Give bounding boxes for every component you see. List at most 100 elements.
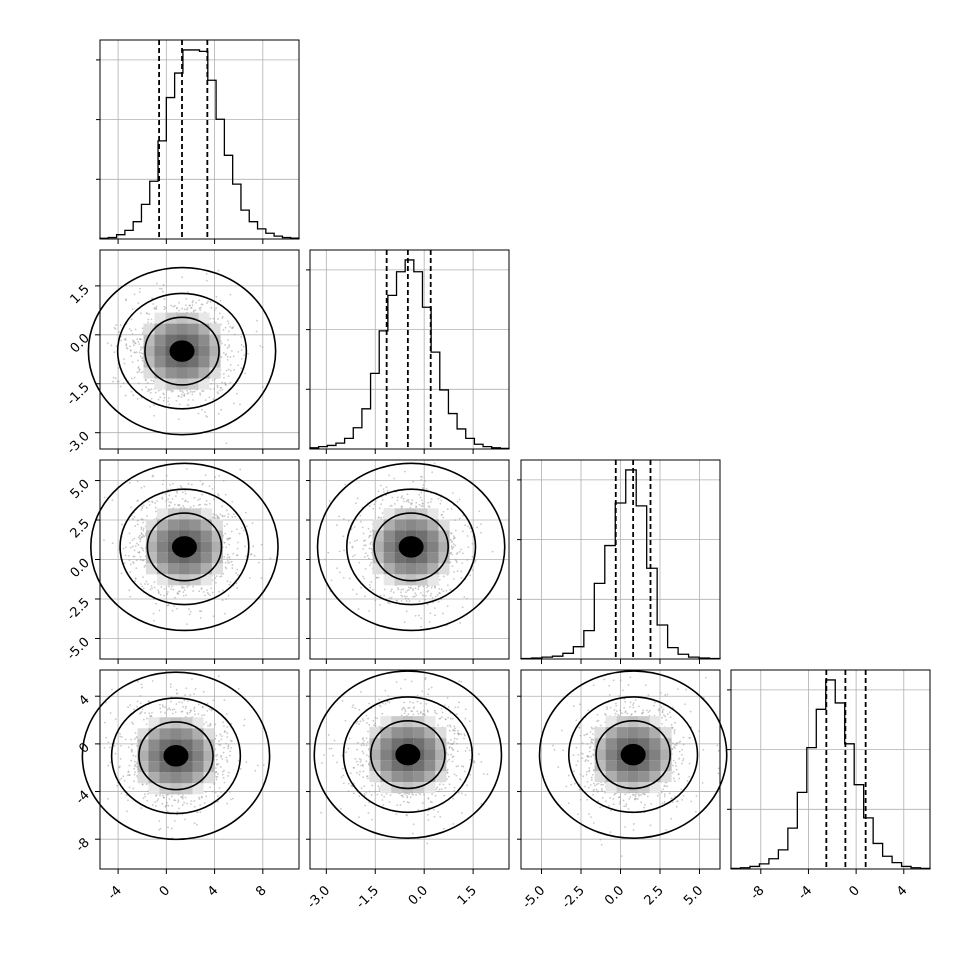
scatter-point (431, 597, 434, 599)
scatter-point (119, 385, 122, 388)
scatter-point (365, 760, 368, 763)
y-tick-label: 1.5 (68, 282, 93, 307)
scatter-point (172, 588, 175, 591)
scatter-point (216, 384, 219, 387)
scatter-point (131, 539, 134, 542)
scatter-point (147, 321, 149, 324)
scatter-point (342, 576, 345, 579)
scatter-point (382, 488, 385, 491)
scatter-point (108, 746, 111, 749)
density-cell (145, 519, 157, 531)
scatter-point (193, 707, 195, 710)
scatter-point (418, 600, 421, 603)
scatter-point (423, 714, 426, 716)
y-tick-label: 5.0 (68, 477, 93, 502)
scatter-point (438, 592, 440, 595)
scatter-point (216, 795, 219, 798)
scatter-point (214, 577, 217, 580)
scatter-point (467, 546, 470, 549)
scatter-point (150, 379, 153, 382)
scatter-point (171, 390, 173, 393)
scatter-point (181, 491, 184, 494)
scatter-point (433, 607, 436, 610)
scatter-point (134, 577, 137, 580)
scatter-point (450, 747, 453, 749)
scatter-point (245, 525, 248, 528)
scatter-point (449, 588, 451, 591)
scatter-point (187, 482, 190, 485)
scatter-point (430, 686, 433, 689)
scatter-point (171, 482, 174, 485)
density-cell (148, 739, 160, 751)
scatter-point (155, 305, 158, 308)
scatter-point (229, 537, 231, 540)
scatter-point (215, 770, 218, 773)
scatter-point (173, 605, 176, 608)
density-cell (148, 761, 160, 773)
scatter-point (408, 600, 411, 602)
scatter-point (181, 710, 184, 713)
scatter-point (176, 591, 179, 594)
scatter-point (229, 364, 232, 366)
scatter-point (168, 504, 171, 507)
scatter-point (134, 755, 137, 758)
scatter-point (143, 793, 146, 796)
scatter-point (378, 698, 381, 701)
scatter-point (420, 491, 423, 494)
density-cell (394, 519, 406, 531)
scatter-point (190, 483, 193, 486)
scatter-point (165, 474, 168, 477)
scatter-point (170, 389, 172, 392)
scatter-point (410, 503, 413, 506)
density-cell (145, 563, 157, 575)
scatter-point (183, 394, 186, 397)
scatter-point (185, 687, 188, 690)
density-cell (192, 772, 204, 784)
scatter-point (362, 742, 364, 745)
scatter-point (370, 541, 372, 544)
scatter-point (125, 546, 127, 549)
scatter-point (219, 766, 222, 768)
scatter-point (174, 711, 177, 714)
scatter-point (164, 706, 167, 709)
scatter-point (380, 516, 383, 519)
scatter-point (458, 498, 461, 501)
scatter-point (142, 797, 145, 800)
scatter-point (461, 552, 464, 555)
scatter-point (146, 799, 149, 802)
scatter-point (141, 585, 144, 588)
scatter-point (135, 567, 138, 570)
scatter-point (182, 706, 185, 708)
scatter-point (183, 586, 185, 589)
scatter-point (215, 307, 218, 309)
scatter-point (186, 802, 189, 805)
scatter-point (144, 712, 146, 714)
scatter-point (150, 318, 153, 321)
scatter-point (130, 738, 132, 741)
scatter-point (163, 588, 166, 590)
density-cell (192, 750, 204, 762)
scatter-point (115, 324, 118, 326)
scatter-point (385, 792, 388, 795)
scatter-point (461, 606, 464, 609)
scatter-point (138, 551, 141, 554)
contour-level-3 (163, 745, 189, 767)
scatter-point (231, 500, 234, 503)
scatter-point (360, 690, 362, 693)
scatter-point (223, 699, 226, 702)
scatter-point (220, 575, 223, 578)
scatter-point (107, 797, 109, 800)
scatter-point (379, 484, 382, 487)
scatter-point (407, 586, 410, 589)
scatter-point (327, 734, 330, 736)
scatter-point (451, 565, 454, 568)
scatter-point (378, 603, 381, 606)
scatter-point (136, 397, 139, 400)
density-cell (167, 519, 179, 531)
scatter-point (136, 542, 138, 545)
scatter-point (115, 345, 118, 348)
scatter-point (422, 505, 424, 508)
scatter-point (118, 779, 121, 781)
scatter-point (243, 354, 246, 357)
scatter-point (368, 584, 371, 586)
